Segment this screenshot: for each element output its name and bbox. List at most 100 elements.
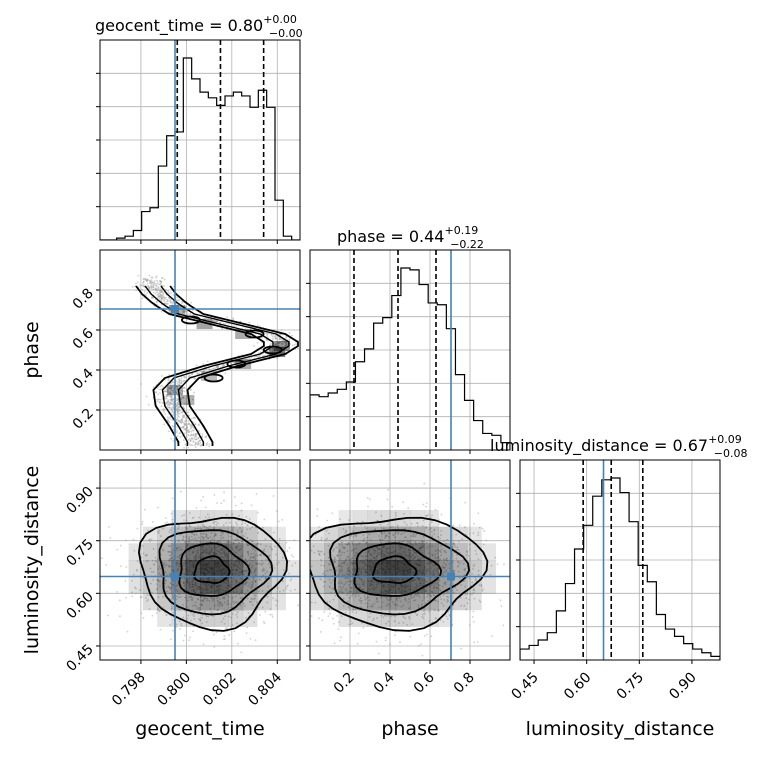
sample-point <box>169 401 172 404</box>
sample-point <box>185 536 188 539</box>
sample-point <box>366 606 369 608</box>
sample-point <box>329 600 331 603</box>
sample-point <box>170 586 173 589</box>
sample-point <box>346 543 349 546</box>
sample-point <box>179 432 182 435</box>
sample-point <box>204 610 206 613</box>
sample-point <box>402 614 404 617</box>
sample-point <box>170 291 172 294</box>
sample-point <box>172 403 175 406</box>
sample-point <box>184 443 187 446</box>
sample-point <box>171 425 174 428</box>
sample-point <box>264 545 267 547</box>
sample-point <box>169 418 171 420</box>
sample-point <box>180 490 182 493</box>
sample-point <box>255 553 258 556</box>
sample-point <box>236 611 239 614</box>
sample-point <box>384 534 387 537</box>
sample-point <box>335 546 338 549</box>
density-cell <box>395 593 411 611</box>
sample-point <box>155 289 158 292</box>
sample-point <box>415 533 418 536</box>
sample-point <box>335 566 337 569</box>
sample-point <box>192 516 195 519</box>
sample-point <box>388 643 391 646</box>
sample-point <box>176 409 179 412</box>
sample-point <box>152 571 155 573</box>
sample-point <box>148 282 151 284</box>
sample-point <box>184 588 186 591</box>
sample-point <box>169 557 172 560</box>
sample-point <box>168 550 170 553</box>
sample-point <box>272 337 275 340</box>
sample-point <box>154 559 157 562</box>
sample-point <box>442 566 445 569</box>
sample-point <box>261 589 264 592</box>
sample-point <box>196 598 199 600</box>
sample-point <box>141 544 144 547</box>
sample-point <box>354 595 357 598</box>
sample-point <box>211 597 214 600</box>
sample-point <box>196 372 199 375</box>
sample-point <box>256 511 259 514</box>
sample-point <box>499 599 502 602</box>
density-cell <box>214 526 229 544</box>
sample-point <box>176 385 179 388</box>
density-cell <box>424 560 439 577</box>
sample-point <box>414 593 417 596</box>
density-cell <box>381 593 397 611</box>
sample-point <box>169 581 172 584</box>
sample-point <box>223 622 226 625</box>
sample-point <box>344 532 347 534</box>
sample-point <box>172 404 175 406</box>
sample-point <box>218 601 221 604</box>
sample-point <box>349 617 351 620</box>
sample-point <box>179 628 181 630</box>
sample-point <box>491 635 493 638</box>
sample-point <box>142 284 145 286</box>
sample-point <box>145 279 148 282</box>
sample-point <box>341 541 343 544</box>
sample-point <box>180 377 183 379</box>
sample-point <box>228 634 231 637</box>
sample-point <box>220 601 223 604</box>
sample-point <box>302 544 304 546</box>
sample-point <box>248 564 251 567</box>
sample-point <box>181 301 184 303</box>
density-cell <box>228 543 244 561</box>
sample-point <box>183 519 185 522</box>
sample-point <box>365 597 368 600</box>
sample-point <box>165 303 168 305</box>
sample-point <box>158 401 161 403</box>
sample-point <box>178 539 180 542</box>
sample-point <box>463 568 466 571</box>
sample-point <box>428 552 431 555</box>
density-cell <box>285 560 300 577</box>
panel-clip <box>100 250 300 450</box>
sample-point <box>288 339 291 342</box>
sample-point <box>358 542 361 544</box>
sample-point <box>233 630 236 633</box>
density-cell <box>381 610 397 627</box>
density-cell <box>310 593 325 611</box>
sample-point <box>258 578 261 581</box>
density-cells <box>310 510 497 627</box>
sample-point <box>246 528 248 531</box>
sample-point <box>274 337 277 340</box>
sample-point <box>360 524 363 527</box>
sample-point <box>480 583 483 586</box>
sample-point <box>362 626 365 629</box>
sample-point <box>438 584 441 587</box>
sample-point <box>434 617 437 619</box>
sample-point <box>231 538 233 541</box>
sample-point <box>381 601 384 604</box>
sample-point <box>271 335 274 338</box>
sample-point <box>268 554 271 557</box>
sample-point <box>192 426 195 429</box>
sample-point <box>190 598 193 601</box>
sample-point <box>202 643 205 646</box>
sample-point <box>152 286 154 289</box>
sample-point <box>146 279 149 282</box>
sample-point <box>213 527 215 529</box>
sample-point <box>172 398 175 400</box>
